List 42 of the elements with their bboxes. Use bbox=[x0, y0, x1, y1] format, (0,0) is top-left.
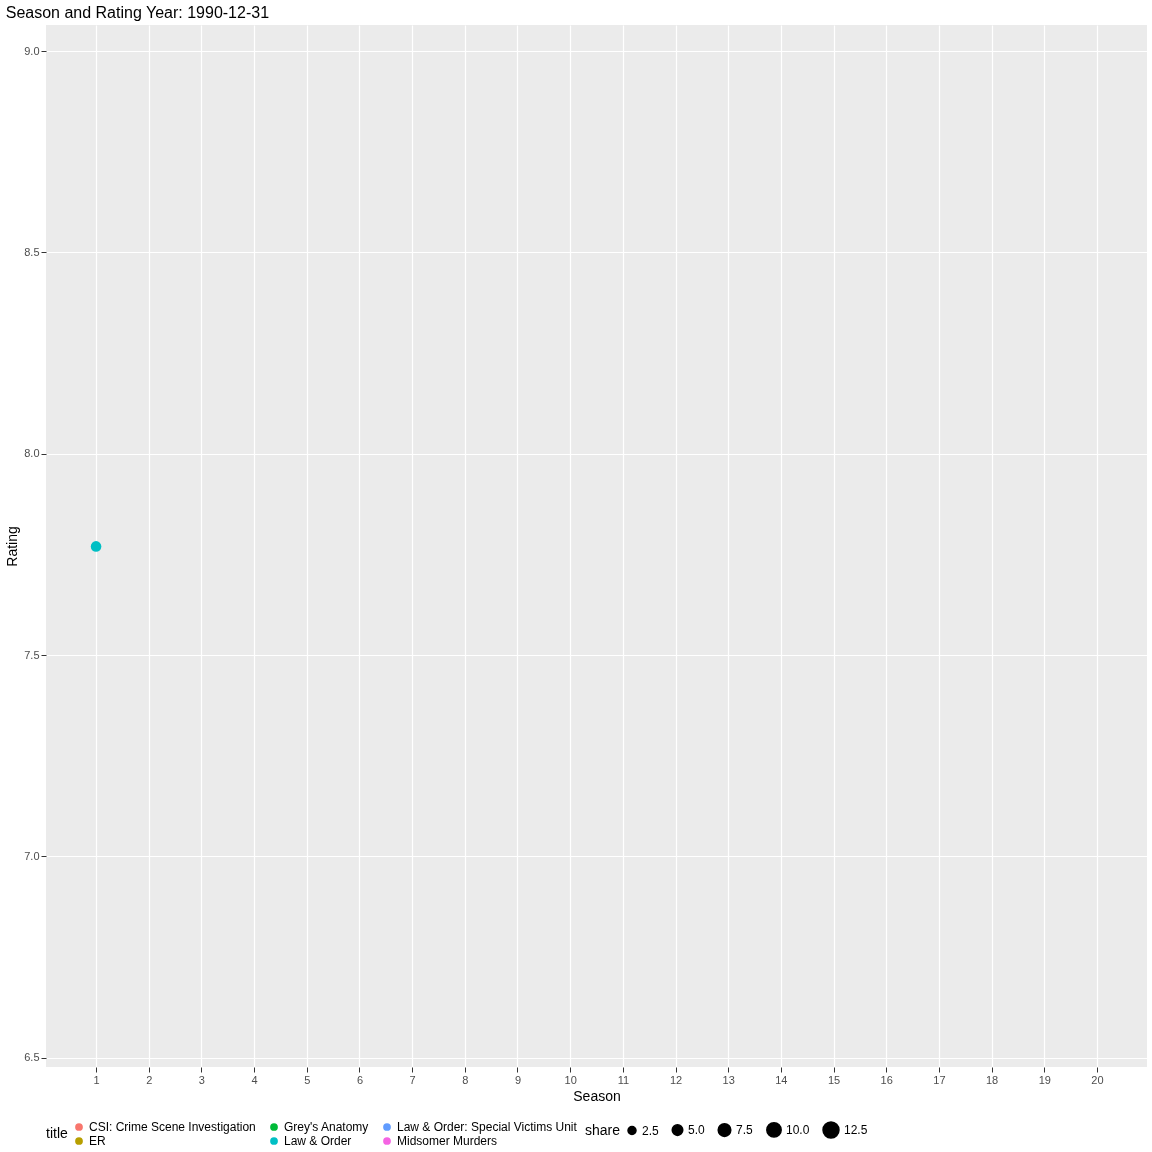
legend-label: 12.5 bbox=[844, 1123, 868, 1138]
x-tick-label: 12 bbox=[669, 1073, 683, 1086]
y-tick-label: 8.5 bbox=[24, 245, 40, 258]
legend-label: Law & Order: Special Victims Unit bbox=[397, 1120, 578, 1134]
y-axis-title: Rating bbox=[4, 526, 21, 567]
legend-label: Midsomer Murders bbox=[397, 1134, 498, 1148]
x-tick-label: 3 bbox=[198, 1073, 205, 1086]
x-tick-label: 18 bbox=[985, 1073, 999, 1086]
x-tick-label: 15 bbox=[827, 1073, 841, 1086]
x-tick-label: 7 bbox=[409, 1073, 416, 1086]
legend-label: 10.0 bbox=[786, 1122, 810, 1137]
x-tick-label: 2 bbox=[146, 1073, 153, 1086]
legend-label: 7.5 bbox=[736, 1123, 754, 1138]
x-tick-label: 17 bbox=[933, 1073, 946, 1086]
x-tick-label: 19 bbox=[1038, 1073, 1051, 1086]
x-tick-label: 5 bbox=[304, 1073, 311, 1086]
legend-label: CSI: Crime Scene Investigation bbox=[89, 1120, 256, 1134]
legend-label: ER bbox=[89, 1134, 106, 1148]
y-tick-label: 9.0 bbox=[24, 44, 40, 57]
legend-title: title bbox=[46, 1125, 68, 1141]
y-tick-label: 8.0 bbox=[24, 447, 40, 460]
x-tick-label: 6 bbox=[356, 1073, 364, 1086]
y-tick-label: 6.5 bbox=[24, 1051, 40, 1064]
legend-label: Grey's Anatomy bbox=[284, 1120, 369, 1134]
chart-title: Season and Rating Year: 1990-12-31 bbox=[5, 4, 270, 21]
y-tick-label: 7.5 bbox=[24, 648, 40, 661]
x-tick-label: 20 bbox=[1091, 1073, 1104, 1086]
text: share bbox=[585, 1122, 621, 1138]
x-tick-label: 4 bbox=[251, 1073, 258, 1086]
legend-label: Law & Order bbox=[284, 1134, 352, 1148]
legend-label: 2.5 bbox=[642, 1123, 660, 1138]
x-tick-label: 11 bbox=[617, 1073, 630, 1086]
y-tick-label: 7.0 bbox=[24, 849, 40, 862]
x-tick-label: 9 bbox=[514, 1073, 522, 1086]
legend-label: 5.0 bbox=[688, 1123, 706, 1138]
x-tick-label: 10 bbox=[564, 1073, 577, 1086]
x-axis-title: Season bbox=[573, 1087, 621, 1104]
x-tick-label: 8 bbox=[462, 1073, 469, 1086]
x-tick-label: 1 bbox=[93, 1073, 100, 1086]
x-tick-label: 13 bbox=[722, 1073, 735, 1086]
x-tick-label: 16 bbox=[880, 1073, 893, 1086]
x-tick-label: 14 bbox=[775, 1073, 788, 1086]
